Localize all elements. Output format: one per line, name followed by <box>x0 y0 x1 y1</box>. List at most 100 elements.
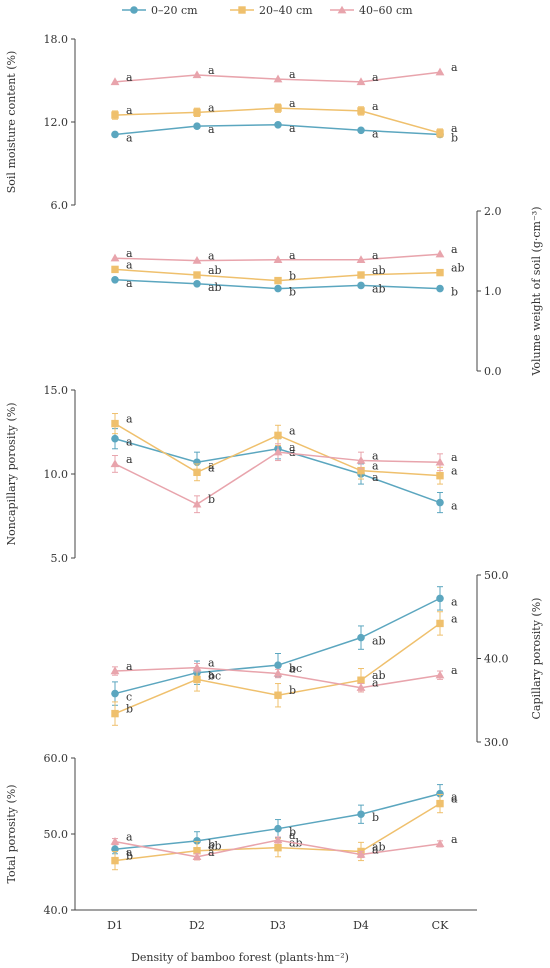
significance-label: ab <box>372 264 386 277</box>
legend-square-marker <box>238 6 246 14</box>
legend-item-20-40cm: 20–40 cm <box>230 4 313 17</box>
data-point <box>110 666 120 675</box>
significance-label: b <box>126 850 133 863</box>
significance-label: a <box>289 829 296 842</box>
data-point <box>357 466 365 475</box>
significance-label: a <box>289 249 296 262</box>
y-tick-label: 40.0 <box>484 653 509 666</box>
significance-label: ab <box>208 840 222 853</box>
data-point <box>356 77 366 86</box>
legend-triangle-marker <box>337 5 347 14</box>
legend-label-40-60cm: 40–60 cm <box>359 4 413 17</box>
y-tick-label: 2.0 <box>484 205 502 218</box>
data-point <box>356 683 366 691</box>
significance-label: a <box>208 123 215 136</box>
data-point <box>111 689 119 698</box>
data-point <box>436 129 444 137</box>
y-tick-label: 0.0 <box>484 365 502 378</box>
data-point <box>435 67 445 76</box>
significance-label: a <box>126 413 133 426</box>
data-point <box>356 455 366 464</box>
data-point <box>274 120 282 129</box>
y-axis-title: Volume weight of soil (g·cm⁻³) <box>530 206 543 376</box>
x-tick-label: D3 <box>270 919 286 932</box>
y-axis-title: Capillary porosity (%) <box>530 598 543 720</box>
significance-label: a <box>372 127 379 140</box>
significance-label: b <box>289 826 296 839</box>
data-point <box>357 810 365 819</box>
significance-label: a <box>372 450 379 463</box>
significance-label: a <box>451 122 458 135</box>
data-point <box>357 281 365 290</box>
significance-label: b <box>208 493 215 506</box>
data-point <box>273 74 283 83</box>
significance-label: b <box>208 838 215 851</box>
data-point <box>111 856 119 865</box>
significance-label: a <box>126 71 133 84</box>
data-point <box>274 691 282 699</box>
data-point <box>436 789 444 798</box>
data-point <box>274 284 282 293</box>
y-axis-title: Noncapillary porosity (%) <box>5 402 18 545</box>
significance-label: a <box>451 612 458 625</box>
significance-label: a <box>372 471 379 484</box>
significance-label: a <box>126 453 133 466</box>
data-point <box>436 619 444 628</box>
series-20-40cm: a a a a a <box>111 97 458 138</box>
data-point <box>436 284 444 293</box>
significance-label: a <box>126 258 133 271</box>
legend: 0–20 cm 20–40 cm 40–60 cm <box>122 4 413 17</box>
significance-label: a <box>126 831 133 844</box>
significance-label: ab <box>372 840 386 853</box>
series-20-40cm: a ab b ab ab <box>111 258 465 285</box>
data-point <box>357 676 365 684</box>
series-20-40cm: bab ab aba <box>111 793 458 871</box>
significance-label: a <box>451 664 458 677</box>
data-point <box>110 459 120 468</box>
y-tick-label: 50.0 <box>484 569 509 582</box>
significance-label: a <box>451 451 458 464</box>
significance-label: a <box>451 791 458 804</box>
data-point <box>357 107 365 115</box>
significance-label: b <box>289 286 296 299</box>
y-tick-label: 5.0 <box>51 552 69 565</box>
data-point <box>273 835 283 844</box>
significance-label: a <box>289 97 296 110</box>
significance-label: b <box>126 703 133 716</box>
significance-label: ab <box>451 262 465 275</box>
y-tick-label: 40.0 <box>44 904 69 917</box>
significance-label: a <box>126 247 133 260</box>
significance-label: a <box>208 668 215 681</box>
significance-label: a <box>372 460 379 473</box>
data-point <box>274 661 282 669</box>
data-point <box>111 419 119 428</box>
significance-label: ab <box>372 669 386 682</box>
significance-label: a <box>372 249 379 262</box>
data-point <box>193 468 201 477</box>
data-point <box>356 255 366 263</box>
significance-label: a <box>289 446 296 459</box>
significance-label: ab <box>372 635 386 648</box>
x-axis-title: Density of bamboo forest (plants·hm⁻²) <box>131 951 349 964</box>
significance-label: a <box>451 243 458 256</box>
significance-label: a <box>126 104 133 117</box>
significance-label: a <box>451 833 458 846</box>
significance-label: a <box>372 844 379 857</box>
data-point <box>357 126 365 135</box>
significance-label: a <box>372 71 379 84</box>
data-point <box>193 847 201 855</box>
data-point <box>274 431 282 440</box>
data-point <box>435 249 445 258</box>
significance-label: a <box>289 441 296 454</box>
significance-label: a <box>126 660 133 673</box>
data-point <box>111 434 119 443</box>
